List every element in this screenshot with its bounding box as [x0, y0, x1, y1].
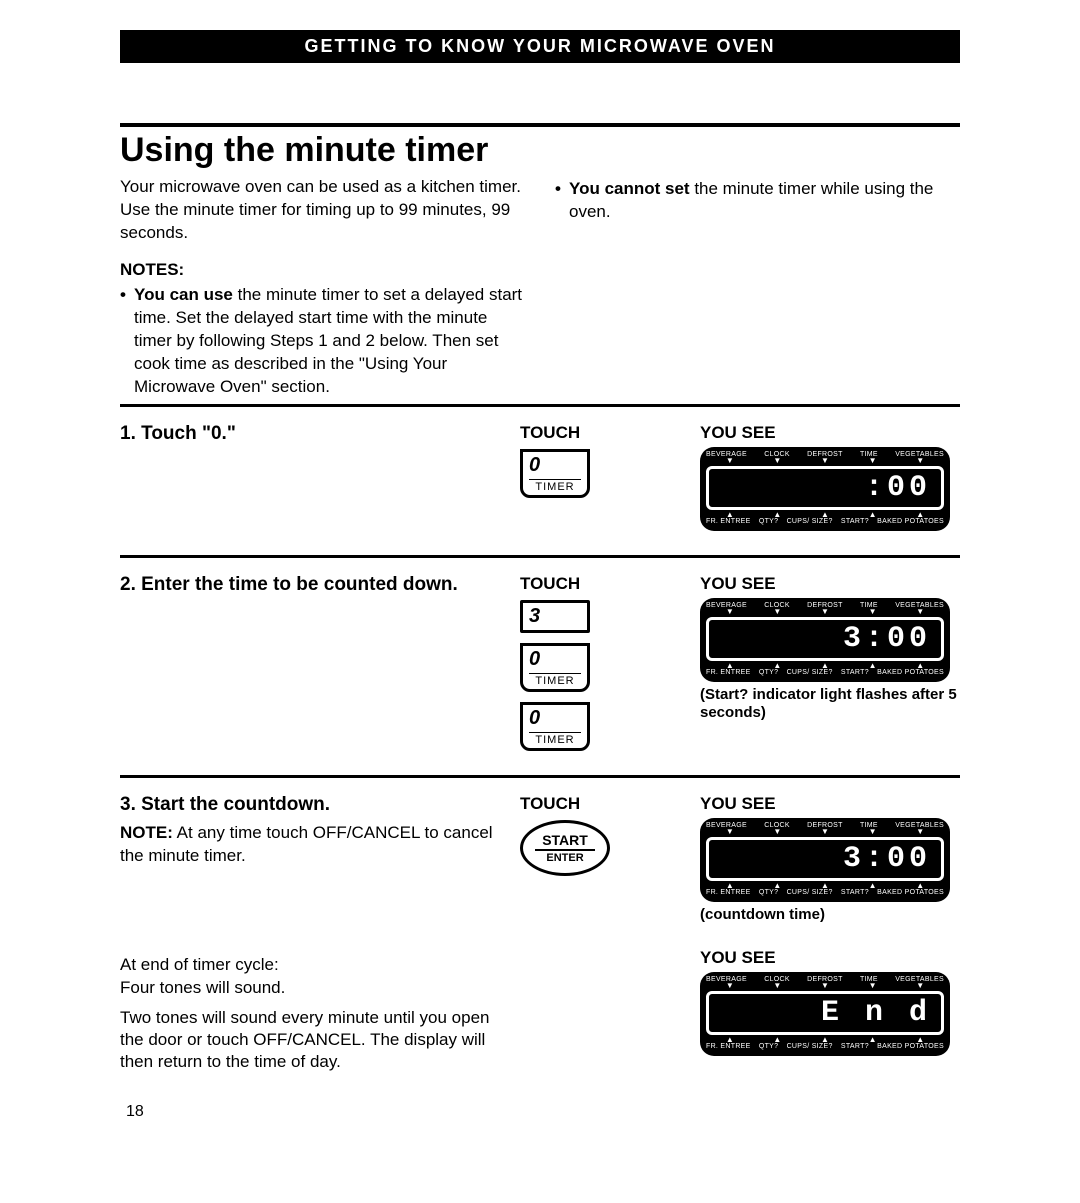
page-title: Using the minute timer [120, 131, 960, 170]
section-header: GETTING TO KNOW YOUR MICROWAVE OVEN [120, 30, 960, 63]
step-2-title: 2. Enter the time to be counted down. [120, 574, 500, 596]
step-3-note-bold: NOTE: [120, 823, 173, 842]
touch-label: TOUCH [520, 574, 680, 594]
panel-bot-label: START? [841, 518, 869, 525]
note-2-bold: You cannot set [569, 179, 690, 198]
panel-bot-label: START? [841, 669, 869, 676]
step-1-title: 1. Touch "0." [120, 423, 500, 445]
panel-bot-label: BAKED POTATOES [877, 889, 944, 896]
keypad-3: 3 [520, 600, 590, 633]
rule [120, 555, 960, 558]
display-panel-3: BEVERAGE CLOCK DEFROST TIME VEGETABLES ▼… [700, 818, 950, 902]
keypad-0-timer: 0 TIMER [520, 643, 590, 692]
note-1: You can use the minute timer to set a de… [120, 284, 525, 399]
end-line-1: At end of timer cycle: [120, 954, 500, 976]
panel-bot-label: START? [841, 1043, 869, 1050]
start-enter-button: START ENTER [520, 820, 610, 876]
panel-caption: (countdown time) [700, 906, 960, 924]
yousee-label: YOU SEE [700, 948, 960, 968]
step-1: 1. Touch "0." TOUCH 0 TIMER YOU SEE BEVE… [120, 413, 960, 549]
panel-bot-label: BAKED POTATOES [877, 518, 944, 525]
panel-bot-label: FR. ENTREE [706, 669, 751, 676]
rule [120, 775, 960, 778]
step-3-note-rest: At any time touch OFF/CANCEL to cancel t… [120, 823, 493, 864]
notes-label: NOTES: [120, 259, 525, 282]
rule [120, 404, 960, 407]
panel-caption: (Start? indicator light flashes after 5 … [700, 686, 960, 722]
display-readout: :00 [706, 466, 944, 510]
page-number: 18 [120, 1103, 960, 1121]
panel-bot-label: QTY? [759, 518, 778, 525]
panel-bot-label: CUPS/ SIZE? [787, 669, 833, 676]
panel-bot-label: CUPS/ SIZE? [787, 889, 833, 896]
key-sub: TIMER [529, 673, 581, 687]
display-panel-1: BEVERAGE CLOCK DEFROST TIME VEGETABLES ▼… [700, 447, 950, 531]
note-2: You cannot set the minute timer while us… [555, 178, 960, 224]
key-sub: TIMER [529, 479, 581, 493]
panel-bot-label: QTY? [759, 1043, 778, 1050]
intro-left: Your microwave oven can be used as a kit… [120, 176, 525, 398]
start-label: START [542, 832, 588, 848]
display-readout: 3:00 [706, 617, 944, 661]
panel-bot-label: BAKED POTATOES [877, 669, 944, 676]
display-readout: 3:00 [706, 837, 944, 881]
panel-bot-label: START? [841, 889, 869, 896]
key-num: 3 [529, 605, 581, 628]
touch-label: TOUCH [520, 423, 680, 443]
rule [120, 123, 960, 127]
yousee-label: YOU SEE [700, 794, 960, 814]
key-num: 0 [529, 454, 581, 477]
keypad-0-timer: 0 TIMER [520, 449, 590, 498]
panel-bot-label: CUPS/ SIZE? [787, 518, 833, 525]
intro-text: Your microwave oven can be used as a kit… [120, 176, 525, 245]
step-3-end: At end of timer cycle: Four tones will s… [120, 948, 960, 1072]
display-readout: E n d [706, 991, 944, 1035]
yousee-label: YOU SEE [700, 574, 960, 594]
step-3-note: NOTE: At any time touch OFF/CANCEL to ca… [120, 822, 500, 866]
step-3: 3. Start the countdown. NOTE: At any tim… [120, 784, 960, 942]
end-line-3: Two tones will sound every minute until … [120, 1007, 500, 1073]
panel-bot-label: QTY? [759, 669, 778, 676]
end-text: At end of timer cycle: Four tones will s… [120, 954, 500, 1072]
touch-label: TOUCH [520, 794, 680, 814]
step-2: 2. Enter the time to be counted down. TO… [120, 564, 960, 769]
end-line-2: Four tones will sound. [120, 977, 500, 999]
panel-bot-label: FR. ENTREE [706, 1043, 751, 1050]
intro-right: You cannot set the minute timer while us… [555, 176, 960, 398]
enter-label: ENTER [546, 852, 583, 864]
step-3-title: 3. Start the countdown. [120, 794, 500, 816]
panel-bot-label: BAKED POTATOES [877, 1043, 944, 1050]
key-sub: TIMER [529, 732, 581, 746]
yousee-label: YOU SEE [700, 423, 960, 443]
display-panel-2: BEVERAGE CLOCK DEFROST TIME VEGETABLES ▼… [700, 598, 950, 682]
key-num: 0 [529, 648, 581, 671]
panel-bot-label: CUPS/ SIZE? [787, 1043, 833, 1050]
keypad-0-timer: 0 TIMER [520, 702, 590, 751]
intro-columns: Your microwave oven can be used as a kit… [120, 176, 960, 398]
panel-bot-label: FR. ENTREE [706, 518, 751, 525]
display-panel-end: BEVERAGE CLOCK DEFROST TIME VEGETABLES ▼… [700, 972, 950, 1056]
key-num: 0 [529, 707, 581, 730]
panel-bot-label: FR. ENTREE [706, 889, 751, 896]
note-1-bold: You can use [134, 285, 233, 304]
panel-bot-label: QTY? [759, 889, 778, 896]
